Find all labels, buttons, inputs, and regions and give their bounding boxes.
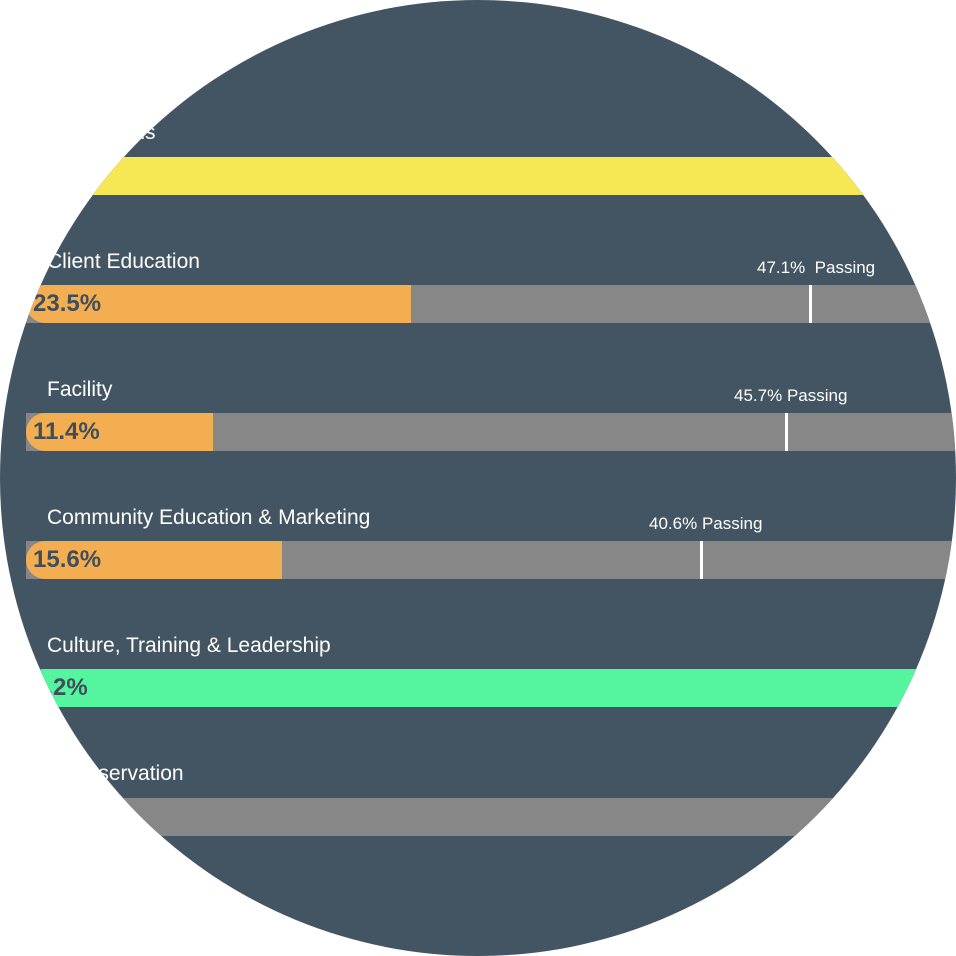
passing-threshold-value: 45.7% [734,386,783,405]
score-bar-fill [26,541,282,579]
category-label: Culture, Training & Leadership [47,634,331,657]
passing-threshold-marker [785,413,788,451]
score-percent: 23.5% [33,290,102,317]
passing-threshold-value: 40.6% [649,514,698,533]
category-label: Facility [47,378,113,401]
passing-threshold-label: 47.1% Passing [757,258,875,278]
passing-threshold-label: 45.7% Passing [734,386,847,406]
score-bar-fill [26,669,956,707]
score-percent: 15.6% [33,546,102,573]
passing-threshold-label: 40.6% Passing [649,514,762,534]
passing-threshold-word: Passing [701,514,763,533]
passing-threshold-marker [809,285,812,323]
score-percent: % [33,162,55,189]
score-bar[interactable] [26,798,956,836]
score-bar-fill [26,285,411,323]
category-label: Client Education [47,250,200,273]
score-bar[interactable]: 8.2% [26,669,956,707]
score-bar-fill [26,157,956,195]
score-bar[interactable]: 11.4% [26,413,956,451]
category-label: nt Observation [47,762,184,785]
score-percent: 11.4% [33,418,100,445]
score-bar[interactable]: 23.5% [26,285,956,323]
passing-threshold-word: Passing [786,386,848,405]
score-bar[interactable]: 15.6% [26,541,956,579]
passing-threshold-word: Passing [814,258,876,277]
passing-threshold-marker [700,541,703,579]
score-bar-fill [26,413,213,451]
category-label: y standards [47,121,156,144]
score-bar[interactable]: % [26,157,956,195]
passing-threshold-value: 47.1% [757,258,806,277]
score-percent: 8.2% [33,674,88,701]
category-label: Community Education & Marketing [47,506,371,529]
